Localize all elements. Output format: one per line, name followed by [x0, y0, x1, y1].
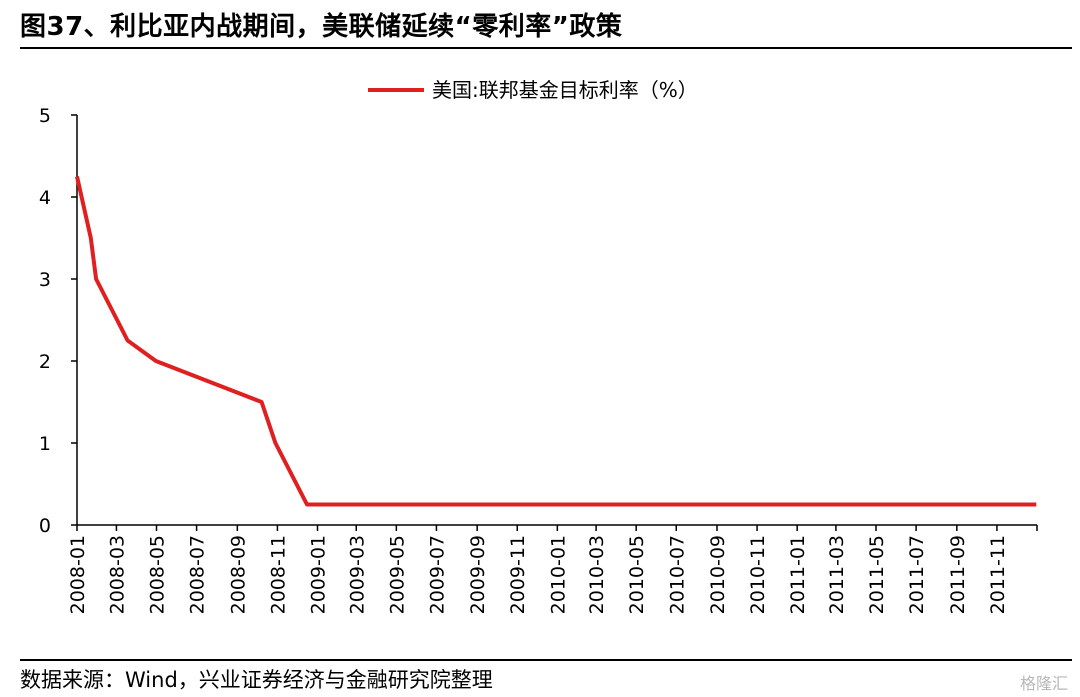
x-tick-label: 2010-05 — [626, 535, 648, 614]
x-tick-label: 2008-09 — [227, 535, 249, 614]
x-tick-label: 2011-03 — [826, 535, 848, 614]
x-tick-label: 2009-07 — [426, 535, 448, 614]
watermark: 格隆汇 — [1019, 674, 1068, 693]
x-tick-label: 2010-03 — [586, 535, 608, 614]
x-tick-label: 2008-03 — [106, 535, 128, 614]
footer-rule — [20, 659, 1072, 661]
y-tick-label: 1 — [39, 433, 51, 455]
x-tick-label: 2009-03 — [346, 535, 368, 614]
x-tick-label: 2008-01 — [67, 535, 89, 614]
x-tick-label: 2011-11 — [987, 535, 1009, 614]
y-tick-label: 4 — [39, 187, 51, 209]
x-tick-label: 2008-05 — [147, 535, 169, 614]
x-tick-label: 2011-05 — [866, 535, 888, 614]
x-tick-label: 2010-01 — [547, 535, 569, 614]
x-tick-label: 2010-11 — [747, 535, 769, 614]
source-note: 数据来源：Wind，兴业证券经济与金融研究院整理 — [20, 668, 493, 692]
figure-title: 图37、利比亚内战期间，美联储延续“零利率”政策 — [20, 12, 623, 42]
x-axis: 2008-01 2008-03 2008-05 2008-07 2008-09 2008-… — [67, 524, 1038, 614]
x-tick-label: 2011-09 — [947, 535, 969, 614]
y-tick-label: 0 — [39, 515, 51, 537]
series-line-fed-funds-rate — [75, 176, 1037, 507]
legend: 美国:联邦基金目标利率（%） — [368, 78, 698, 102]
legend-label: 美国:联邦基金目标利率（%） — [432, 78, 698, 102]
x-tick-label: 2008-07 — [187, 535, 209, 614]
x-tick-label: 2011-01 — [787, 535, 809, 614]
y-tick-label: 5 — [39, 105, 51, 127]
y-tick-label: 2 — [39, 351, 51, 373]
y-tick-label: 3 — [39, 269, 51, 291]
x-tick-label: 2010-07 — [666, 535, 688, 614]
x-tick-label: 2009-09 — [467, 535, 489, 614]
x-tick-label: 2008-11 — [267, 535, 289, 614]
x-tick-label: 2009-11 — [507, 535, 529, 614]
x-tick-label: 2009-05 — [386, 535, 408, 614]
x-tick-label: 2009-01 — [307, 535, 329, 614]
y-axis: 0 1 2 3 4 5 — [39, 105, 78, 537]
x-tick-label: 2011-07 — [906, 535, 928, 614]
x-tick-label: 2010-09 — [707, 535, 729, 614]
title-rule — [20, 47, 1072, 49]
